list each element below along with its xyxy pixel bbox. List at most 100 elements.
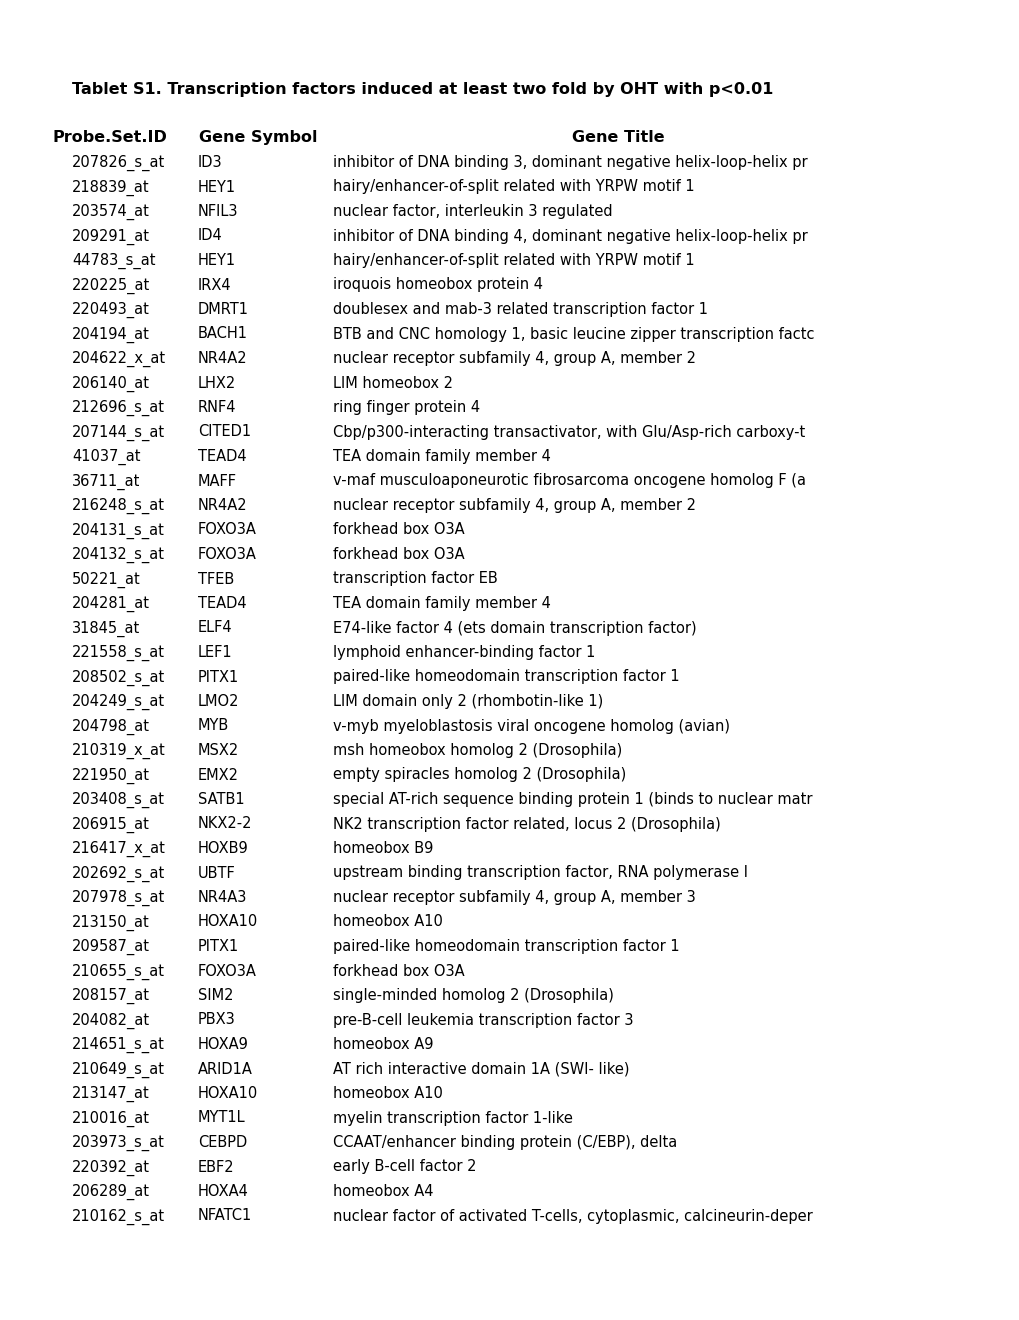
Text: TFEB: TFEB [198, 572, 234, 586]
Text: 207826_s_at: 207826_s_at [72, 154, 165, 172]
Text: pre-B-cell leukemia transcription factor 3: pre-B-cell leukemia transcription factor… [332, 1012, 633, 1027]
Text: forkhead box O3A: forkhead box O3A [332, 523, 465, 537]
Text: ring finger protein 4: ring finger protein 4 [332, 400, 480, 414]
Text: 50221_at: 50221_at [72, 572, 141, 587]
Text: 207978_s_at: 207978_s_at [72, 890, 165, 907]
Text: DMRT1: DMRT1 [198, 302, 249, 317]
Text: 220225_at: 220225_at [72, 277, 150, 294]
Text: inhibitor of DNA binding 4, dominant negative helix-loop-helix pr: inhibitor of DNA binding 4, dominant neg… [332, 228, 807, 243]
Text: HEY1: HEY1 [198, 253, 235, 268]
Text: CEBPD: CEBPD [198, 1135, 247, 1150]
Text: 206289_at: 206289_at [72, 1184, 150, 1200]
Text: nuclear receptor subfamily 4, group A, member 3: nuclear receptor subfamily 4, group A, m… [332, 890, 695, 906]
Text: HOXA9: HOXA9 [198, 1038, 249, 1052]
Text: 218839_at: 218839_at [72, 180, 150, 195]
Text: LIM homeobox 2: LIM homeobox 2 [332, 375, 452, 391]
Text: 44783_s_at: 44783_s_at [72, 253, 155, 269]
Text: 221950_at: 221950_at [72, 767, 150, 784]
Text: doublesex and mab-3 related transcription factor 1: doublesex and mab-3 related transcriptio… [332, 302, 707, 317]
Text: lymphoid enhancer-binding factor 1: lymphoid enhancer-binding factor 1 [332, 645, 595, 660]
Text: 204622_x_at: 204622_x_at [72, 351, 166, 367]
Text: 204249_s_at: 204249_s_at [72, 694, 165, 710]
Text: hairy/enhancer-of-split related with YRPW motif 1: hairy/enhancer-of-split related with YRP… [332, 253, 694, 268]
Text: Gene Title: Gene Title [571, 129, 663, 145]
Text: MSX2: MSX2 [198, 743, 239, 758]
Text: 31845_at: 31845_at [72, 620, 141, 636]
Text: EMX2: EMX2 [198, 767, 238, 783]
Text: NKX2-2: NKX2-2 [198, 817, 253, 832]
Text: 206915_at: 206915_at [72, 817, 150, 833]
Text: homeobox A9: homeobox A9 [332, 1038, 433, 1052]
Text: HOXA4: HOXA4 [198, 1184, 249, 1199]
Text: LMO2: LMO2 [198, 694, 239, 709]
Text: NK2 transcription factor related, locus 2 (Drosophila): NK2 transcription factor related, locus … [332, 817, 720, 832]
Text: 203973_s_at: 203973_s_at [72, 1135, 165, 1151]
Text: PITX1: PITX1 [198, 939, 239, 954]
Text: NFATC1: NFATC1 [198, 1209, 252, 1224]
Text: inhibitor of DNA binding 3, dominant negative helix-loop-helix pr: inhibitor of DNA binding 3, dominant neg… [332, 154, 807, 170]
Text: ELF4: ELF4 [198, 620, 232, 635]
Text: 216417_x_at: 216417_x_at [72, 841, 166, 857]
Text: nuclear receptor subfamily 4, group A, member 2: nuclear receptor subfamily 4, group A, m… [332, 498, 695, 513]
Text: MYB: MYB [198, 718, 229, 734]
Text: 213147_at: 213147_at [72, 1086, 150, 1102]
Text: ID4: ID4 [198, 228, 222, 243]
Text: nuclear factor, interleukin 3 regulated: nuclear factor, interleukin 3 regulated [332, 205, 612, 219]
Text: MYT1L: MYT1L [198, 1110, 246, 1126]
Text: 208502_s_at: 208502_s_at [72, 669, 165, 685]
Text: hairy/enhancer-of-split related with YRPW motif 1: hairy/enhancer-of-split related with YRP… [332, 180, 694, 194]
Text: FOXO3A: FOXO3A [198, 523, 257, 537]
Text: PBX3: PBX3 [198, 1012, 235, 1027]
Text: 202692_s_at: 202692_s_at [72, 866, 165, 882]
Text: LHX2: LHX2 [198, 375, 236, 391]
Text: SATB1: SATB1 [198, 792, 245, 807]
Text: LEF1: LEF1 [198, 645, 232, 660]
Text: Tablet S1. Transcription factors induced at least two fold by OHT with p<0.01: Tablet S1. Transcription factors induced… [72, 82, 772, 96]
Text: ID3: ID3 [198, 154, 222, 170]
Text: 204132_s_at: 204132_s_at [72, 546, 165, 564]
Text: Gene Symbol: Gene Symbol [199, 129, 317, 145]
Text: 220392_at: 220392_at [72, 1159, 150, 1176]
Text: FOXO3A: FOXO3A [198, 964, 257, 978]
Text: BTB and CNC homology 1, basic leucine zipper transcription factc: BTB and CNC homology 1, basic leucine zi… [332, 326, 814, 342]
Text: nuclear receptor subfamily 4, group A, member 2: nuclear receptor subfamily 4, group A, m… [332, 351, 695, 366]
Text: forkhead box O3A: forkhead box O3A [332, 964, 465, 978]
Text: CITED1: CITED1 [198, 425, 251, 440]
Text: 220493_at: 220493_at [72, 302, 150, 318]
Text: 210319_x_at: 210319_x_at [72, 743, 166, 759]
Text: 204082_at: 204082_at [72, 1012, 150, 1028]
Text: NR4A2: NR4A2 [198, 351, 248, 366]
Text: empty spiracles homolog 2 (Drosophila): empty spiracles homolog 2 (Drosophila) [332, 767, 626, 783]
Text: forkhead box O3A: forkhead box O3A [332, 546, 465, 562]
Text: AT rich interactive domain 1A (SWI- like): AT rich interactive domain 1A (SWI- like… [332, 1061, 629, 1077]
Text: 41037_at: 41037_at [72, 449, 141, 465]
Text: 213150_at: 213150_at [72, 915, 150, 931]
Text: iroquois homeobox protein 4: iroquois homeobox protein 4 [332, 277, 542, 293]
Text: 206140_at: 206140_at [72, 375, 150, 392]
Text: 210655_s_at: 210655_s_at [72, 964, 165, 979]
Text: 208157_at: 208157_at [72, 987, 150, 1005]
Text: LIM domain only 2 (rhombotin-like 1): LIM domain only 2 (rhombotin-like 1) [332, 694, 602, 709]
Text: 207144_s_at: 207144_s_at [72, 425, 165, 441]
Text: MAFF: MAFF [198, 474, 236, 488]
Text: HOXA10: HOXA10 [198, 915, 258, 929]
Text: 209291_at: 209291_at [72, 228, 150, 244]
Text: nuclear factor of activated T-cells, cytoplasmic, calcineurin-deper: nuclear factor of activated T-cells, cyt… [332, 1209, 812, 1224]
Text: 36711_at: 36711_at [72, 474, 141, 490]
Text: 210162_s_at: 210162_s_at [72, 1209, 165, 1225]
Text: NFIL3: NFIL3 [198, 205, 238, 219]
Text: transcription factor EB: transcription factor EB [332, 572, 497, 586]
Text: early B-cell factor 2: early B-cell factor 2 [332, 1159, 476, 1175]
Text: 216248_s_at: 216248_s_at [72, 498, 165, 515]
Text: NR4A2: NR4A2 [198, 498, 248, 513]
Text: 204281_at: 204281_at [72, 597, 150, 612]
Text: PITX1: PITX1 [198, 669, 239, 685]
Text: special AT-rich sequence binding protein 1 (binds to nuclear matr: special AT-rich sequence binding protein… [332, 792, 812, 807]
Text: 204194_at: 204194_at [72, 326, 150, 343]
Text: RNF4: RNF4 [198, 400, 236, 414]
Text: homeobox B9: homeobox B9 [332, 841, 433, 855]
Text: 204798_at: 204798_at [72, 718, 150, 735]
Text: msh homeobox homolog 2 (Drosophila): msh homeobox homolog 2 (Drosophila) [332, 743, 622, 758]
Text: TEAD4: TEAD4 [198, 597, 247, 611]
Text: paired-like homeodomain transcription factor 1: paired-like homeodomain transcription fa… [332, 939, 679, 954]
